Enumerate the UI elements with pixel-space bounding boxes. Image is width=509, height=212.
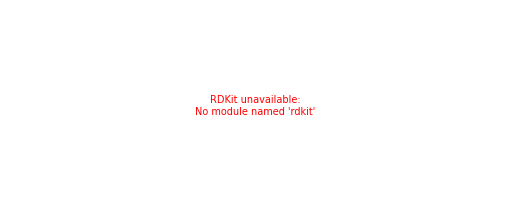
Text: RDKit unavailable:
No module named 'rdkit': RDKit unavailable: No module named 'rdki…: [194, 95, 315, 117]
